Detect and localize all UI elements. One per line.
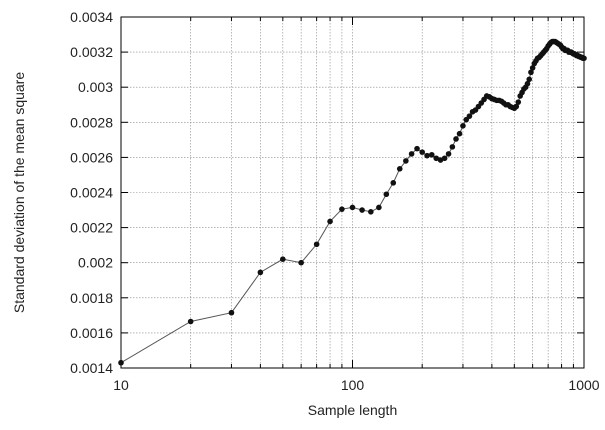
data-point [414,145,420,152]
data-point [428,151,435,158]
y-tick-label: 0.0018 [70,290,113,306]
data-point [419,149,425,155]
data-point [390,180,397,186]
data-point [396,166,403,172]
y-tick-label: 0.0022 [70,220,113,236]
data-point [349,204,356,211]
data-point [228,309,235,316]
y-axis-title: Standard deviation of the mean square [11,72,27,313]
data-point [526,76,533,83]
data-point [466,113,473,119]
data-point [403,158,409,164]
data-point [456,130,463,137]
y-tick-label: 0.0026 [70,149,113,165]
data-point [339,206,345,212]
data-point [453,136,459,142]
x-tick-label: 100 [341,377,365,393]
data-point [187,318,194,325]
data-point [424,152,430,159]
y-tick-label: 0.0014 [70,360,113,376]
x-tick-label: 10 [113,377,129,393]
data-point [581,55,587,62]
data-series [118,38,587,366]
data-point [118,359,124,366]
data-point [513,103,520,110]
data-point [383,191,390,198]
y-tick-label: 0.0024 [70,185,113,201]
data-point [298,259,304,266]
data-point [524,80,531,87]
data-point [441,155,448,162]
x-tick-label: 1000 [568,377,599,393]
y-tick-label: 0.0032 [70,44,113,60]
data-point [433,155,440,162]
axis-ticks: 10 100 1000 0.0014 0.0016 0.0018 0.002 0.0022 0.… [70,9,600,393]
y-tick-label: 0.002 [78,255,113,271]
data-point [257,269,264,276]
data-point [408,151,415,157]
data-point [313,241,320,248]
data-point [449,144,456,150]
y-tick-label: 0.0016 [70,325,113,341]
grid [121,17,584,368]
data-point [368,209,374,215]
data-point [359,207,365,213]
data-point [515,99,522,105]
data-point [445,151,452,157]
data-point [327,218,333,225]
data-point [528,69,534,76]
data-point [529,65,536,71]
y-tick-label: 0.0034 [70,9,113,25]
data-point [376,204,382,211]
data-point [460,123,466,129]
x-axis-title: Sample length [308,402,398,418]
y-tick-label: 0.003 [78,79,113,95]
data-point [280,256,286,262]
y-tick-label: 0.0028 [70,114,113,130]
